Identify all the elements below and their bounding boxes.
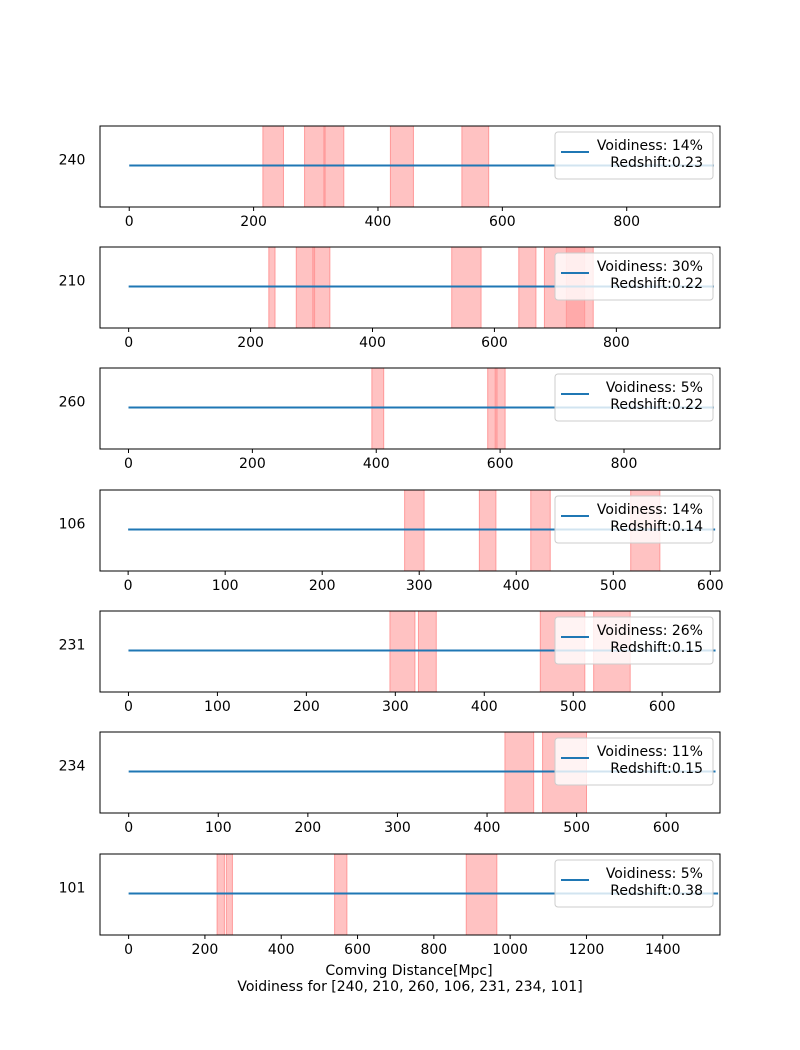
legend-box: [554, 131, 714, 180]
subplot-260: 0 200 400 600 800 260 Voidiness: 5% Redshift:0…: [59, 367, 721, 472]
legend-redshift: Redshift:0.14: [606, 519, 703, 535]
x-tick-label: 200: [192, 942, 219, 958]
x-tick-label: 1400: [645, 942, 681, 958]
legend-voidiness: Voidiness: 11%: [597, 744, 703, 760]
x-tick-label: 0: [124, 578, 133, 594]
x-tick-label: 400: [474, 820, 501, 836]
legend-box: [554, 252, 714, 301]
x-tick-label: 200: [309, 578, 336, 594]
subplot-240: 0 200 400 600 800 240 Voidiness: 14% Redshift:…: [59, 125, 721, 230]
legend-box: [554, 737, 714, 786]
axes-frame: [99, 367, 721, 450]
legend-redshift: Redshift:0.22: [606, 276, 703, 292]
x-tick-label: 800: [613, 214, 640, 230]
legend-voidiness: Voidiness: 14%: [597, 138, 703, 154]
x-tick-label: 200: [240, 214, 267, 230]
legend-box: [554, 373, 714, 422]
x-tick-label: 0: [124, 820, 133, 836]
legend-box: [554, 616, 714, 665]
x-tick-label: 400: [503, 578, 530, 594]
x-tick-label: 300: [406, 578, 433, 594]
x-tick-label: 100: [205, 820, 232, 836]
x-tick-label: 1000: [492, 942, 528, 958]
x-tick-label: 200: [293, 699, 320, 715]
x-tick-label: 300: [382, 699, 409, 715]
legend: Voidiness: 5% Redshift:0.38: [554, 859, 714, 908]
legend-box: [554, 859, 714, 908]
x-tick-label: 600: [489, 214, 516, 230]
panel-id-label: 106: [59, 517, 86, 533]
legend-redshift: Redshift:0.22: [606, 397, 703, 413]
x-tick-label: 600: [653, 820, 680, 836]
subplot-106: 0 100 200 300 400 500 600 106 Voidiness: 14% Red…: [59, 489, 724, 594]
x-tick-label: 100: [212, 578, 239, 594]
legend-redshift: Redshift:0.15: [606, 761, 703, 777]
legend: Voidiness: 11% Redshift:0.15: [554, 737, 714, 786]
panel-id-label: 231: [59, 638, 86, 654]
x-tick-label: 200: [239, 456, 266, 472]
x-tick-label: 200: [237, 335, 264, 351]
x-tick-label: 100: [204, 699, 231, 715]
legend-redshift: Redshift:0.38: [606, 883, 703, 899]
x-tick-label: 0: [124, 456, 133, 472]
subplot-101: 0 200 400 600 800 1000 1200 1400 101 Voidiness: 5…: [59, 853, 721, 958]
legend-redshift: Redshift:0.15: [606, 640, 703, 656]
subplot-234: 0 100 200 300 400 500 600 234 Voidiness: 11% Red…: [59, 731, 721, 836]
x-tick-label: 600: [697, 578, 724, 594]
subplot-panels: 0 200 400 600 800 240 Voidiness: 14% Redshift:…: [59, 125, 724, 958]
axes-frame: [99, 853, 721, 936]
panel-id-label: 101: [59, 881, 86, 897]
x-tick-label: 0: [125, 214, 134, 230]
x-tick-label: 1200: [569, 942, 605, 958]
x-tick-label: 200: [294, 820, 321, 836]
subplot-231: 0 100 200 300 400 500 600 231 Voidiness: 26% Red…: [59, 610, 721, 715]
legend: Voidiness: 14% Redshift:0.23: [554, 131, 714, 180]
x-tick-label: 300: [384, 820, 411, 836]
x-tick-label: 400: [363, 456, 390, 472]
subplot-210: 0 200 400 600 800 210 Voidiness: 30% Redshift:…: [59, 246, 721, 351]
x-tick-label: 500: [600, 578, 627, 594]
legend-voidiness: Voidiness: 5%: [606, 866, 703, 882]
panel-id-label: 260: [59, 395, 86, 411]
legend-redshift: Redshift:0.23: [606, 155, 703, 171]
legend: Voidiness: 5% Redshift:0.22: [554, 373, 714, 422]
x-tick-label: 400: [365, 214, 392, 230]
x-axis-label: Comving Distance[Mpc]: [325, 963, 492, 979]
x-tick-label: 800: [420, 942, 447, 958]
axes-frame: [99, 731, 721, 814]
legend-voidiness: Voidiness: 14%: [597, 502, 703, 518]
legend-voidiness: Voidiness: 26%: [597, 623, 703, 639]
x-tick-label: 800: [603, 335, 630, 351]
x-tick-label: 600: [649, 699, 676, 715]
x-tick-label: 400: [359, 335, 386, 351]
panel-id-label: 234: [59, 759, 86, 775]
panel-id-label: 240: [59, 153, 86, 169]
axes-frame: [99, 246, 721, 329]
legend: Voidiness: 30% Redshift:0.22: [554, 252, 714, 301]
x-tick-label: 500: [560, 699, 587, 715]
figure-title: Voidiness for [240, 210, 260, 106, 231, …: [237, 979, 582, 995]
x-tick-label: 0: [124, 699, 133, 715]
x-tick-label: 0: [124, 942, 133, 958]
x-tick-label: 800: [611, 456, 638, 472]
axes-frame: [99, 489, 721, 572]
x-tick-label: 400: [471, 699, 498, 715]
axes-frame: [99, 125, 721, 208]
x-tick-label: 600: [487, 456, 514, 472]
axes-frame: [99, 610, 721, 693]
legend: Voidiness: 26% Redshift:0.15: [554, 616, 714, 665]
legend-box: [554, 495, 714, 544]
legend-voidiness: Voidiness: 5%: [606, 380, 703, 396]
x-tick-label: 400: [268, 942, 295, 958]
panel-id-label: 210: [59, 274, 86, 290]
x-tick-label: 500: [563, 820, 590, 836]
x-tick-label: 600: [344, 942, 371, 958]
x-tick-label: 0: [124, 335, 133, 351]
x-tick-label: 600: [481, 335, 508, 351]
legend-voidiness: Voidiness: 30%: [597, 259, 703, 275]
legend: Voidiness: 14% Redshift:0.14: [554, 495, 714, 544]
